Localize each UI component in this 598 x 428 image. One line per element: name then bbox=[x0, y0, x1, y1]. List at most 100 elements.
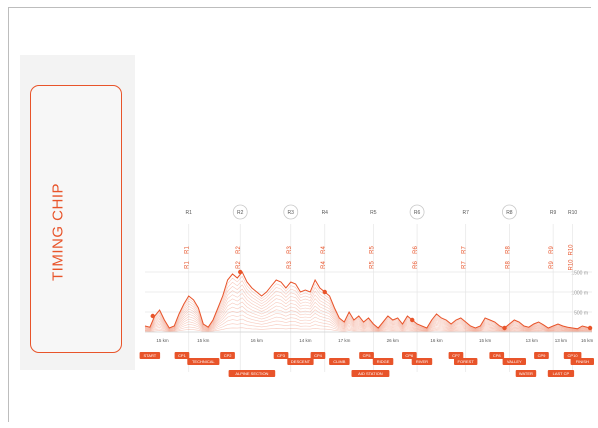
section-tag bbox=[228, 370, 276, 377]
section-tag-label: CP1 bbox=[178, 353, 187, 358]
elevation-layer bbox=[144, 327, 592, 333]
checkpoint-marker bbox=[410, 317, 415, 323]
stage-code: R2 bbox=[236, 246, 242, 254]
section-tag-label: TECHNICAL bbox=[192, 359, 215, 364]
stage-code-secondary: R7 bbox=[462, 261, 468, 269]
segment-distance-label: 13 km bbox=[555, 338, 568, 343]
frame-left-border bbox=[8, 7, 9, 422]
section-tag-label: VALLEY bbox=[507, 359, 522, 364]
section-tag bbox=[411, 358, 433, 365]
section-tag bbox=[139, 352, 161, 359]
section-tag-label: START bbox=[143, 353, 156, 358]
elevation-label: 500 m bbox=[574, 311, 588, 317]
section-tag bbox=[372, 358, 394, 365]
segment-distance-label: 13 km bbox=[526, 338, 539, 343]
section-tag-label: RIDGE bbox=[377, 359, 390, 364]
stage-code-secondary: R8 bbox=[505, 261, 511, 269]
stage-label: R4 bbox=[322, 210, 329, 216]
section-tag-label: CP2 bbox=[224, 353, 233, 358]
checkpoint-marker bbox=[150, 313, 155, 319]
stage-circle bbox=[502, 204, 517, 220]
section-tag-label: CP3 bbox=[277, 353, 286, 358]
section-tag bbox=[329, 358, 350, 365]
section-tag bbox=[310, 352, 326, 359]
frame-top-border bbox=[8, 7, 591, 8]
section-tag-label: DESCENT bbox=[291, 359, 311, 364]
elevation-layer bbox=[144, 301, 593, 331]
section-tag bbox=[534, 352, 549, 359]
segment-distance-label: 16 km bbox=[430, 338, 443, 343]
section-tag-label: CP8 bbox=[493, 353, 502, 358]
section-tag bbox=[454, 358, 478, 365]
section-tag bbox=[287, 358, 314, 365]
segment-distance-label: 15 km bbox=[197, 338, 210, 343]
elevation-layer bbox=[144, 310, 593, 332]
stage-circle bbox=[232, 204, 248, 220]
timing-chip-card[interactable] bbox=[30, 85, 122, 353]
segment-distance-label: 15 km bbox=[479, 338, 492, 343]
section-tag-label: ALPINE SECTION bbox=[235, 371, 268, 376]
segment-distance-label: 14 km bbox=[299, 338, 312, 343]
elevation-profile-line bbox=[144, 271, 593, 330]
section-tag bbox=[489, 352, 505, 359]
stage-code-secondary: R5 bbox=[369, 261, 375, 269]
section-tag-label: CP4 bbox=[314, 353, 323, 358]
section-tag bbox=[174, 352, 190, 359]
section-tag-label: CP6 bbox=[405, 353, 414, 358]
stage-code: R1 bbox=[185, 246, 191, 254]
stage-label: R3 bbox=[288, 210, 295, 216]
section-tag bbox=[402, 352, 417, 359]
section-tag bbox=[547, 370, 575, 377]
stage-label: R1 bbox=[186, 210, 193, 216]
section-tag-label: FOREST bbox=[458, 359, 475, 364]
stage-code: R9 bbox=[549, 246, 555, 254]
section-tag bbox=[351, 370, 390, 377]
section-tag bbox=[515, 370, 537, 377]
stage-code-secondary: R3 bbox=[287, 261, 293, 269]
elevation-layer bbox=[144, 305, 593, 331]
elevation-label: 1500 m bbox=[571, 271, 588, 277]
section-tag-label: CP7 bbox=[452, 353, 461, 358]
section-tag-label: CLIMB bbox=[333, 359, 346, 364]
stage-code-secondary: R10 bbox=[569, 259, 575, 271]
stage-code-secondary: R6 bbox=[413, 261, 419, 269]
stage-label: R6 bbox=[414, 210, 421, 216]
segment-distance-label: 15 km bbox=[156, 338, 169, 343]
section-tag bbox=[220, 352, 235, 359]
elevation-layer bbox=[144, 284, 593, 330]
section-tag bbox=[273, 352, 289, 359]
stage-label: R8 bbox=[506, 210, 513, 216]
section-tag-label: CP5 bbox=[363, 353, 372, 358]
elevation-layer bbox=[144, 314, 593, 332]
stage-label: R7 bbox=[462, 210, 469, 216]
stage-code: R10 bbox=[569, 244, 575, 256]
section-tag bbox=[448, 352, 464, 359]
stage-label: R10 bbox=[568, 210, 577, 216]
stage-code-secondary: R9 bbox=[549, 261, 555, 269]
stage-circle bbox=[409, 204, 425, 220]
checkpoint-marker bbox=[238, 269, 243, 275]
elevation-layer bbox=[144, 323, 593, 332]
stage-code: R4 bbox=[321, 246, 327, 254]
section-tag-label: RIVER bbox=[416, 359, 428, 364]
segment-distance-label: 17 km bbox=[338, 338, 351, 343]
section-tag bbox=[563, 352, 582, 359]
section-tag bbox=[187, 358, 220, 365]
elevation-label: 1000 m bbox=[571, 291, 588, 297]
stage-label: R5 bbox=[370, 210, 377, 216]
stage-code-secondary: R2 bbox=[236, 261, 242, 269]
section-tag-label: AID STATION bbox=[358, 371, 383, 376]
stage-code-secondary: R1 bbox=[185, 261, 191, 269]
stage-code: R3 bbox=[287, 246, 293, 254]
section-tag-label: LAST CP bbox=[553, 371, 570, 376]
checkpoint-marker bbox=[587, 325, 593, 331]
segment-distance-label: 26 km bbox=[387, 338, 400, 343]
section-tag bbox=[570, 358, 594, 365]
stage-code: R8 bbox=[505, 246, 511, 254]
stage-code: R6 bbox=[413, 246, 419, 254]
stage-code: R5 bbox=[369, 246, 375, 254]
checkpoint-marker bbox=[502, 325, 507, 331]
stage-code-secondary: R4 bbox=[321, 261, 327, 269]
elevation-layer bbox=[144, 292, 593, 331]
